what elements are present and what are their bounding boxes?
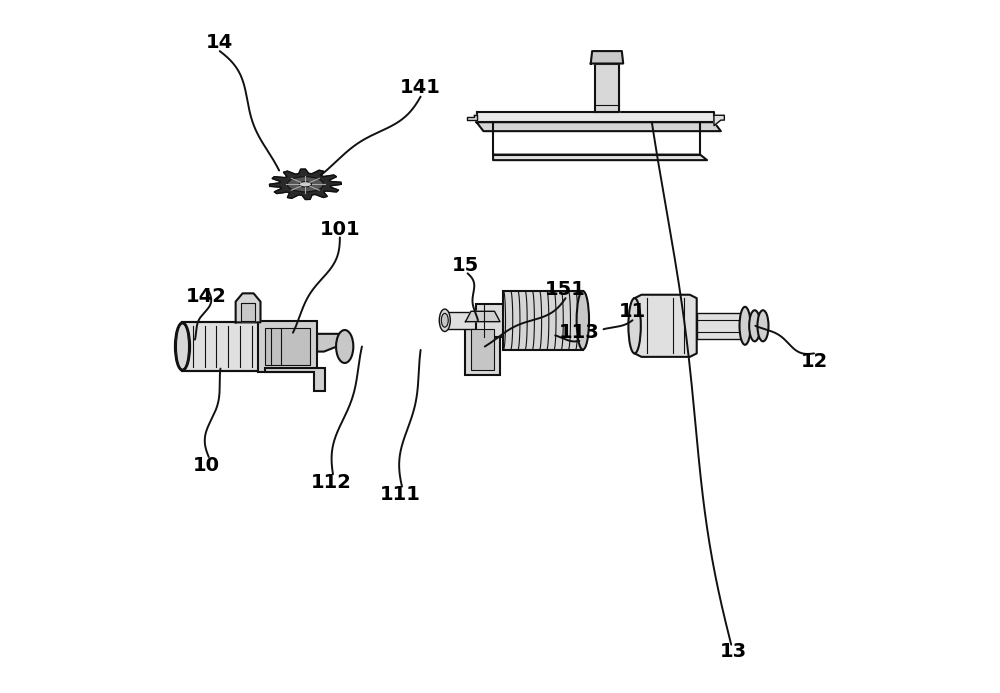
Ellipse shape: [287, 177, 323, 192]
Text: 113: 113: [559, 323, 600, 342]
Polygon shape: [265, 369, 325, 391]
Text: 101: 101: [320, 220, 360, 238]
Ellipse shape: [749, 310, 760, 342]
Ellipse shape: [336, 330, 353, 363]
Polygon shape: [591, 51, 623, 64]
Polygon shape: [236, 293, 260, 322]
Text: 10: 10: [193, 456, 220, 475]
Ellipse shape: [757, 310, 768, 342]
Text: 111: 111: [379, 485, 420, 505]
Polygon shape: [503, 291, 583, 349]
Polygon shape: [477, 112, 714, 122]
Polygon shape: [445, 312, 476, 329]
Polygon shape: [714, 115, 724, 125]
Text: 142: 142: [186, 288, 227, 306]
Polygon shape: [182, 322, 262, 371]
Polygon shape: [258, 321, 317, 372]
Ellipse shape: [441, 313, 448, 327]
Polygon shape: [477, 122, 721, 131]
Text: 11: 11: [619, 302, 646, 322]
Text: 14: 14: [206, 33, 233, 52]
Polygon shape: [493, 155, 707, 160]
Ellipse shape: [628, 298, 641, 353]
Text: 12: 12: [800, 352, 828, 371]
Polygon shape: [265, 328, 310, 365]
Ellipse shape: [439, 309, 450, 331]
Polygon shape: [269, 169, 341, 200]
Text: 13: 13: [720, 642, 747, 661]
Text: 151: 151: [545, 281, 586, 299]
Text: 15: 15: [452, 256, 479, 274]
Ellipse shape: [175, 322, 190, 371]
Polygon shape: [465, 322, 500, 376]
Ellipse shape: [740, 307, 751, 345]
Polygon shape: [465, 311, 500, 322]
Polygon shape: [471, 328, 494, 370]
Polygon shape: [476, 304, 503, 337]
Polygon shape: [317, 334, 343, 351]
Text: 141: 141: [400, 78, 441, 97]
Polygon shape: [595, 64, 619, 112]
Polygon shape: [241, 303, 255, 321]
Polygon shape: [467, 115, 477, 120]
Polygon shape: [697, 313, 745, 339]
Ellipse shape: [299, 182, 312, 187]
Text: 112: 112: [310, 473, 351, 492]
Ellipse shape: [577, 291, 589, 349]
Polygon shape: [635, 295, 697, 357]
